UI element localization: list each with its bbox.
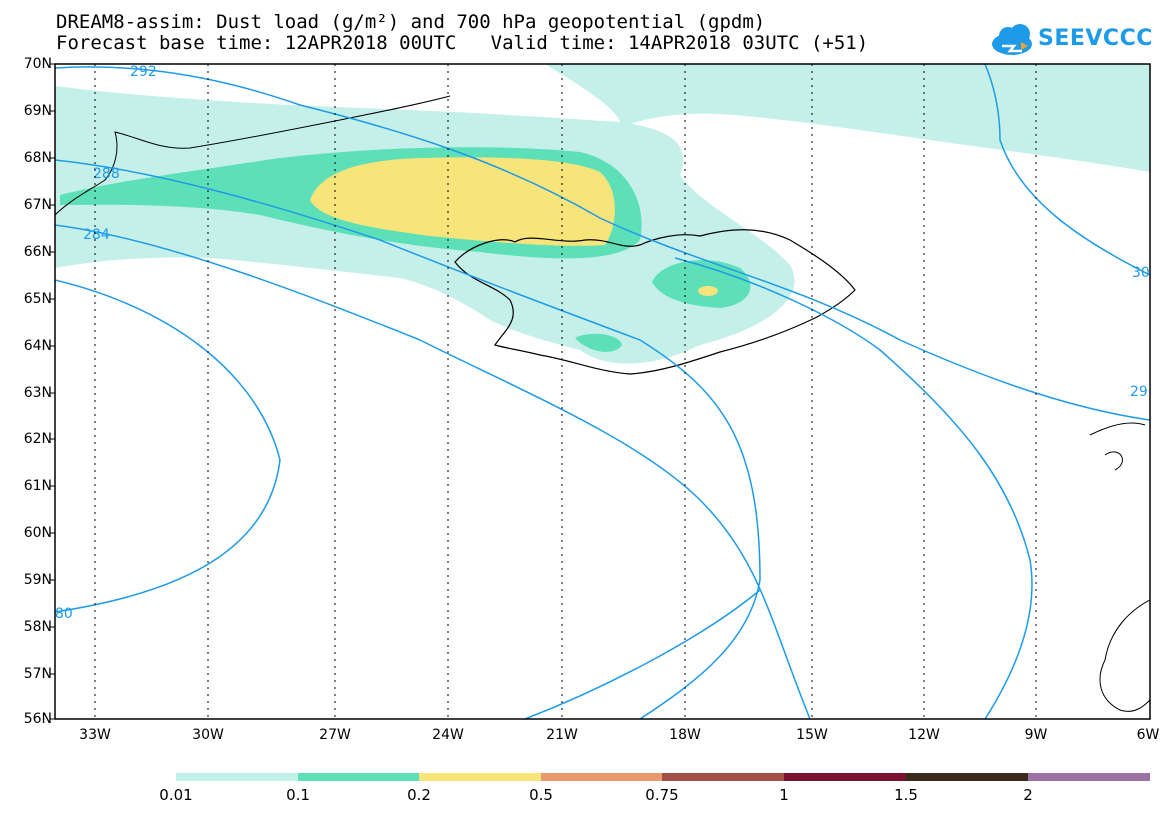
dust-shade-0.1-south — [575, 333, 622, 352]
lon-label: 15W — [796, 727, 828, 743]
legend-swatch — [541, 773, 662, 781]
legend-swatch — [906, 773, 1028, 781]
contour-label-29: 29 — [1130, 384, 1148, 400]
legend-swatch — [298, 773, 419, 781]
contour-label-80: 80 — [55, 606, 73, 622]
geopotential-contours — [55, 64, 1150, 719]
lon-label: 33W — [79, 727, 111, 743]
lat-label: 62N — [23, 431, 52, 447]
lon-label: 21W — [546, 727, 578, 743]
lat-label: 67N — [23, 197, 52, 213]
lat-label: 57N — [23, 666, 52, 682]
norway-coastline — [1089, 422, 1150, 712]
lat-label: 66N — [23, 244, 52, 260]
contour-label-284: 284 — [83, 227, 110, 243]
legend-swatch — [1028, 773, 1150, 781]
legend-label: 0.2 — [407, 786, 431, 804]
lat-label: 65N — [23, 291, 52, 307]
lon-label: 9W — [1024, 727, 1048, 743]
contour-label-30: 30 — [1132, 265, 1150, 281]
legend-swatch — [176, 773, 298, 781]
legend-label: 0.75 — [645, 786, 679, 804]
legend-label: 1.5 — [894, 786, 918, 804]
lat-label: 68N — [23, 150, 52, 166]
lat-label: 61N — [23, 478, 52, 494]
legend-label: 2 — [1023, 786, 1033, 804]
lon-label: 18W — [669, 727, 701, 743]
lat-label: 58N — [23, 619, 52, 635]
lat-label: 59N — [23, 572, 52, 588]
color-legend — [176, 773, 1150, 781]
legend-swatch — [662, 773, 784, 781]
dust-shade-0.01-north — [545, 64, 1150, 172]
legend-label: 1 — [779, 786, 789, 804]
dust-shade-0.2-spot — [698, 286, 718, 296]
lat-label: 56N — [23, 711, 52, 727]
legend-label: 0.1 — [286, 786, 310, 804]
chart-title-line-1: DREAM8-assim: Dust load (g/m²) and 700 h… — [56, 11, 766, 33]
lon-label: 24W — [432, 727, 464, 743]
seevccc-logo — [992, 24, 1032, 55]
dust-shade-0.2 — [310, 157, 615, 246]
lat-label: 63N — [23, 385, 52, 401]
lat-label: 60N — [23, 525, 52, 541]
legend-label: 0.5 — [529, 786, 553, 804]
lon-label: 27W — [319, 727, 351, 743]
lon-label: 6W — [1136, 727, 1160, 743]
axis-ticks — [50, 63, 55, 720]
contour-label-288: 288 — [93, 166, 120, 182]
lat-label: 70N — [23, 56, 52, 72]
legend-swatch — [419, 773, 541, 781]
cloud-icon — [992, 24, 1032, 55]
lat-label: 69N — [23, 103, 52, 119]
lon-label: 30W — [192, 727, 224, 743]
greenland-coastline — [55, 95, 451, 216]
iceland-coastline — [454, 229, 856, 375]
dust-shade-0.1-east — [652, 260, 751, 308]
logo-text: SEEVCCC — [1038, 26, 1153, 51]
plot-frame — [54, 63, 1151, 720]
legend-swatch — [784, 773, 906, 781]
lat-label: 64N — [23, 338, 52, 354]
legend-label: 0.01 — [159, 786, 193, 804]
contour-label-292: 292 — [130, 64, 157, 80]
lon-label: 12W — [908, 727, 940, 743]
chart-title-line-2: Forecast base time: 12APR2018 00UTC Vali… — [56, 32, 869, 54]
